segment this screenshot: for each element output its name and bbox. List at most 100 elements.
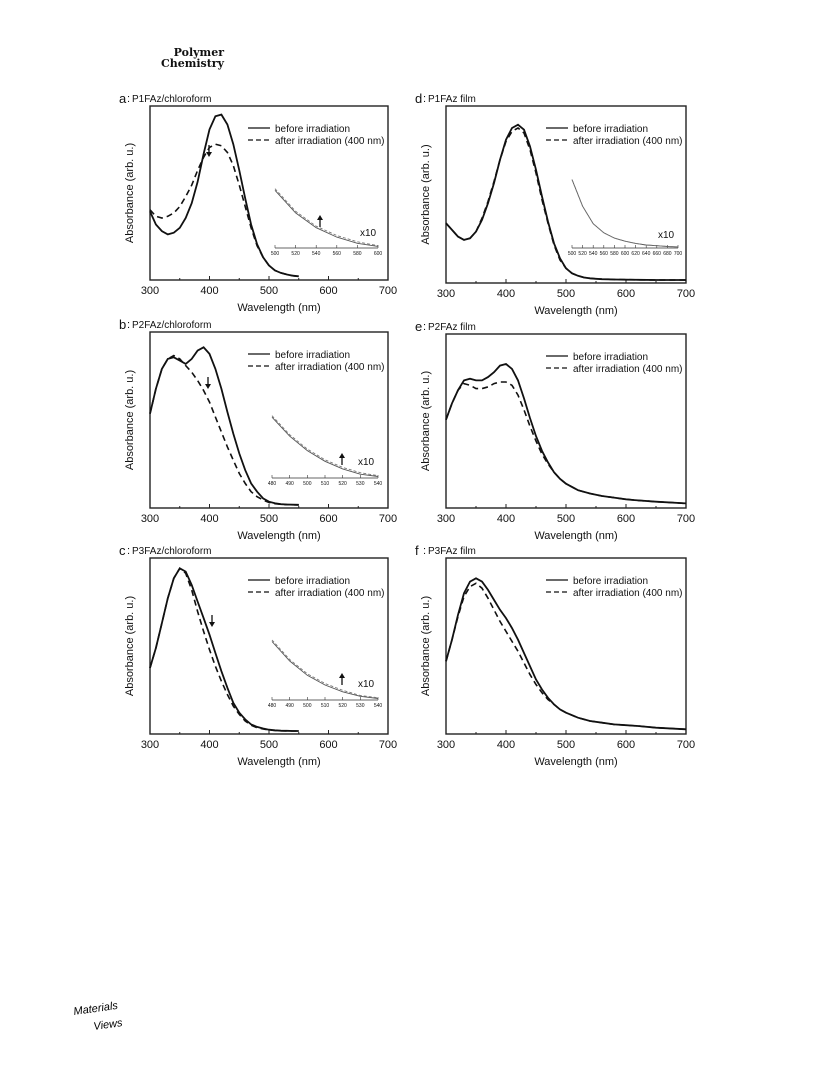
inset-tick-label: 500 xyxy=(271,251,280,257)
panel-letter-colon: : xyxy=(127,319,130,331)
inset-tick-label: 500 xyxy=(303,481,312,487)
legend-label-before: before irradiation xyxy=(275,350,350,361)
panel-letter: c xyxy=(119,543,126,558)
series-before-line xyxy=(445,363,687,505)
y-axis-label: Absorbance (arb. u.) xyxy=(124,143,136,243)
legend-label-after: after irradiation (400 nm) xyxy=(573,364,683,375)
panel-letter: d xyxy=(415,91,422,106)
x-tick-label: 300 xyxy=(437,288,455,300)
inset-tick-label: 600 xyxy=(621,251,630,257)
chart-panel-d: d: P1FAz film 300 400 500 600 700 Wavelength (n… xyxy=(415,91,695,317)
inset-tick-label: 490 xyxy=(285,703,294,709)
inset-tick-label: 500 xyxy=(568,251,577,257)
series-after-line xyxy=(149,567,299,732)
x-tick-label: 700 xyxy=(677,739,695,751)
plot-frame xyxy=(445,333,687,509)
x-axis-label: Wavelength (nm) xyxy=(534,530,617,542)
y-axis-label: Absorbance (arb. u.) xyxy=(124,596,136,696)
x-tick-label: 600 xyxy=(617,513,635,525)
panel-letter-colon: : xyxy=(127,93,130,105)
inset-tick-label: 560 xyxy=(333,251,342,257)
inset-chart: 480 490 500 510 520 530 540 x10 xyxy=(268,639,383,709)
panel-title: P3FAz film xyxy=(428,546,476,557)
x-tick-label: 700 xyxy=(379,513,397,525)
x-axis-label: Wavelength (nm) xyxy=(534,305,617,317)
x-tick-label: 400 xyxy=(497,513,515,525)
inset-after-line xyxy=(271,415,379,477)
journal-name: Polymer Chemistry xyxy=(158,47,224,69)
legend-label-before: before irradiation xyxy=(573,352,648,363)
panel-title: P2FAz film xyxy=(428,322,476,333)
x-tick-label: 600 xyxy=(319,513,337,525)
inset-arrow-head xyxy=(339,453,345,458)
inset-after-line xyxy=(571,179,679,248)
x-axis-label: Wavelength (nm) xyxy=(534,756,617,768)
legend-label-before: before irradiation xyxy=(275,124,350,135)
legend-label-before: before irradiation xyxy=(275,576,350,587)
legend-label-before: before irradiation xyxy=(573,124,648,135)
chart-panel-a: a: P1FAz/chloroform 300 400 500 600 700 Wavelen… xyxy=(119,91,397,314)
x-axis-label: Wavelength (nm) xyxy=(237,756,320,768)
series-before-line xyxy=(149,346,299,506)
inset-tick-label: 600 xyxy=(374,251,383,257)
inset-chart: 500 520 540 560 580 600 x10 xyxy=(271,188,383,257)
inset-tick-label: 620 xyxy=(631,251,640,257)
series-after-line xyxy=(149,143,299,278)
series-after-line xyxy=(445,127,686,281)
y-axis-label: Absorbance (arb. u.) xyxy=(420,596,432,696)
panel-title: P1FAz/chloroform xyxy=(132,94,211,105)
inset-after-line xyxy=(271,639,379,699)
inset-tick-label: 540 xyxy=(312,251,321,257)
y-axis-label: Absorbance (arb. u.) xyxy=(124,370,136,470)
inset-tick-label: 480 xyxy=(268,703,277,709)
inset-tick-label: 540 xyxy=(374,703,383,709)
inset-before-line xyxy=(274,189,379,247)
x-tick-label: 300 xyxy=(141,739,159,751)
x-axis-label: Wavelength (nm) xyxy=(237,302,320,314)
series-after-line xyxy=(445,381,687,505)
x-tick-label: 700 xyxy=(379,285,397,297)
inset-arrow-head xyxy=(317,215,323,220)
panel-letter: f xyxy=(415,543,419,558)
panel-title: P2FAz/chloroform xyxy=(132,320,211,331)
inset-tick-label: 520 xyxy=(338,481,347,487)
series-before-line xyxy=(445,577,687,731)
inset-tick-label: 540 xyxy=(374,481,383,487)
panel-letter-colon: : xyxy=(423,321,426,333)
x-tick-label: 500 xyxy=(557,513,575,525)
inset-tick-label: 520 xyxy=(578,251,587,257)
change-arrow-head xyxy=(209,622,215,627)
inset-tick-label: 530 xyxy=(356,481,365,487)
x-tick-label: 300 xyxy=(437,513,455,525)
x-tick-label: 300 xyxy=(437,739,455,751)
panel-letter-colon: : xyxy=(127,545,130,557)
inset-scale-label: x10 xyxy=(358,679,375,690)
chart-panel-b: b: P2FAz/chloroform 300 400 500 600 700 Wavelen… xyxy=(119,317,397,542)
panel-title: P1FAz film xyxy=(428,94,476,105)
y-axis-label: Absorbance (arb. u.) xyxy=(420,371,432,471)
chart-panel-e: e: P2FAz film 300 400 500 600 700 Wavelength (n… xyxy=(415,319,695,542)
x-tick-label: 500 xyxy=(260,285,278,297)
inset-scale-label: x10 xyxy=(360,228,377,239)
legend-label-after: after irradiation (400 nm) xyxy=(573,588,683,599)
legend-label-after: after irradiation (400 nm) xyxy=(275,136,385,147)
panel-letter-colon: : xyxy=(423,545,426,557)
inset-tick-label: 580 xyxy=(353,251,362,257)
x-tick-label: 600 xyxy=(617,288,635,300)
panel-letter: e xyxy=(415,319,422,334)
x-tick-label: 400 xyxy=(497,739,515,751)
logo-text-line2: Views xyxy=(93,1017,124,1033)
x-tick-label: 400 xyxy=(200,739,218,751)
inset-tick-label: 520 xyxy=(291,251,300,257)
x-axis-label: Wavelength (nm) xyxy=(237,530,320,542)
x-tick-label: 500 xyxy=(260,513,278,525)
x-tick-label: 500 xyxy=(557,288,575,300)
legend-label-before: before irradiation xyxy=(573,576,648,587)
x-tick-label: 300 xyxy=(141,285,159,297)
change-arrow-head xyxy=(205,384,211,389)
legend-label-after: after irradiation (400 nm) xyxy=(573,136,683,147)
x-tick-label: 500 xyxy=(557,739,575,751)
panel-letter-colon: : xyxy=(423,93,426,105)
inset-chart: 500 520 540 560 580 600 620 640 660 680 700 x10 xyxy=(568,179,682,257)
